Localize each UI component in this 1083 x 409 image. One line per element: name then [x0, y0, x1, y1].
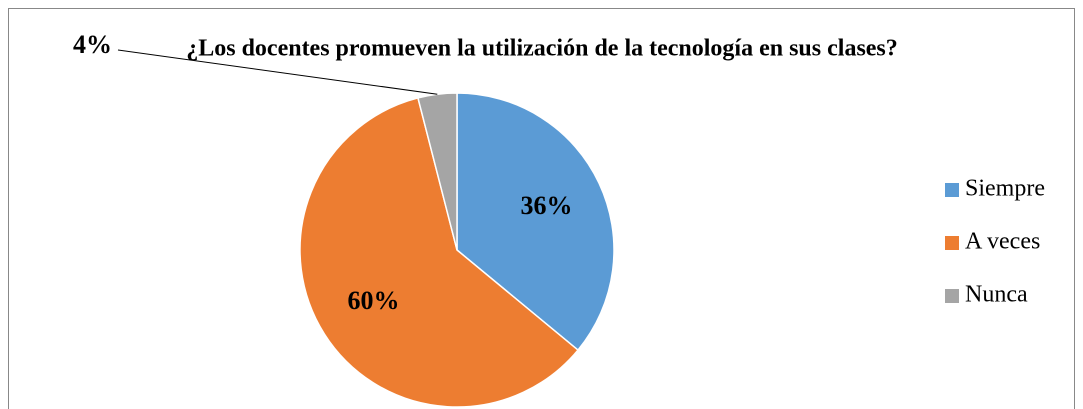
legend-swatch — [945, 289, 959, 303]
chart-title: ¿Los docentes promueven la utilización d… — [186, 36, 898, 62]
legend-label: Nunca — [965, 282, 1028, 308]
legend-swatch — [945, 236, 959, 250]
pie-slice — [417, 92, 458, 251]
data-label: 36% — [520, 191, 572, 220]
leader-line — [117, 49, 438, 95]
pie-slice — [299, 97, 580, 408]
legend-label: A veces — [965, 229, 1040, 255]
data-label: 60% — [347, 286, 399, 315]
pie-slice — [456, 92, 615, 352]
data-label: 4% — [73, 30, 112, 59]
legend-swatch — [945, 183, 959, 197]
legend-label: Siempre — [965, 176, 1045, 202]
